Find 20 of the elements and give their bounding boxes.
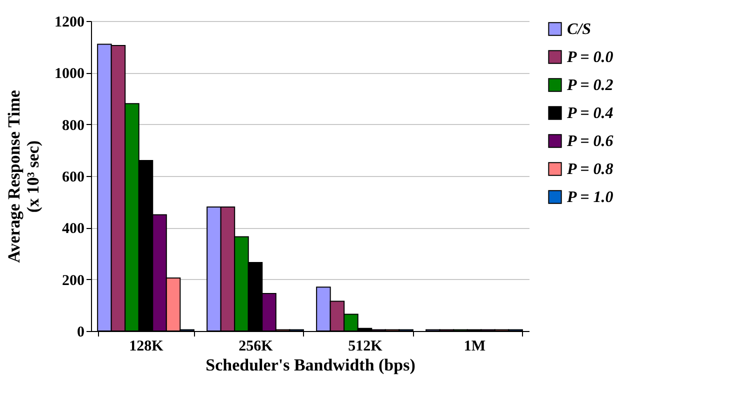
- x-tick-label: 256K: [238, 338, 274, 354]
- x-tick-label: 128K: [129, 338, 164, 354]
- legend-label: P = 1.0: [566, 189, 614, 206]
- legend-label: P = 0.2: [566, 77, 614, 94]
- legend-label: P = 0.6: [566, 133, 614, 150]
- legend-label: P = 0.4: [566, 105, 614, 122]
- y-tick-label: 200: [62, 272, 84, 289]
- legend-label: C/S: [567, 21, 592, 38]
- y-axis-title: Average Response Time (x 10³ sec): [4, 90, 42, 263]
- y-tick-label: 1000: [54, 66, 84, 82]
- y-tick-label: 800: [62, 118, 84, 134]
- legend-label: P = 0.8: [566, 161, 614, 178]
- legend-label: P = 0.0: [566, 49, 614, 66]
- y-tick-label: 1200: [54, 14, 84, 30]
- y-tick-label: 0: [77, 324, 84, 340]
- x-tick-label: 1M: [464, 338, 486, 354]
- x-tick-label: 512K: [348, 338, 383, 354]
- x-axis-title: Scheduler's Bandwidth (bps): [206, 356, 416, 374]
- y-tick-label: 400: [62, 221, 84, 238]
- y-tick-label: 600: [62, 170, 84, 186]
